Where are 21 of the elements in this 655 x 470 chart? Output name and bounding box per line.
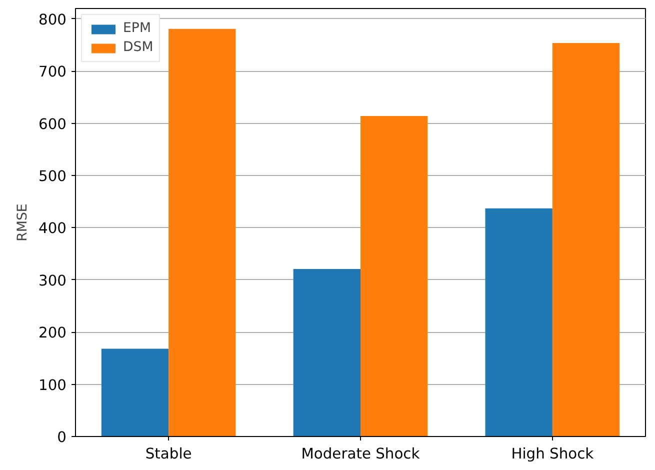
bar <box>168 28 236 436</box>
x-tick-label: High Shock <box>511 446 594 462</box>
bar <box>293 268 360 436</box>
y-tick-label: 700 <box>38 64 67 81</box>
y-axis-title: RMSE <box>16 204 31 242</box>
y-tick-label: 100 <box>38 376 67 394</box>
y-tick-label: 0 <box>57 429 67 446</box>
bar <box>101 348 169 436</box>
y-tick-label: 600 <box>38 116 67 133</box>
y-tick-label: 500 <box>38 168 67 186</box>
y-tick-label: 300 <box>38 272 67 290</box>
y-tick-label: 200 <box>38 324 67 342</box>
bar <box>360 116 428 436</box>
x-tick-label: Stable <box>145 446 192 462</box>
legend-label: EPM <box>123 21 151 36</box>
y-tick-label: 400 <box>38 220 67 238</box>
bar <box>552 42 620 436</box>
y-tick-label: 800 <box>38 11 67 28</box>
bar <box>485 208 552 436</box>
legend-label: DSM <box>123 40 154 55</box>
x-tick-label: Moderate Shock <box>301 446 420 462</box>
